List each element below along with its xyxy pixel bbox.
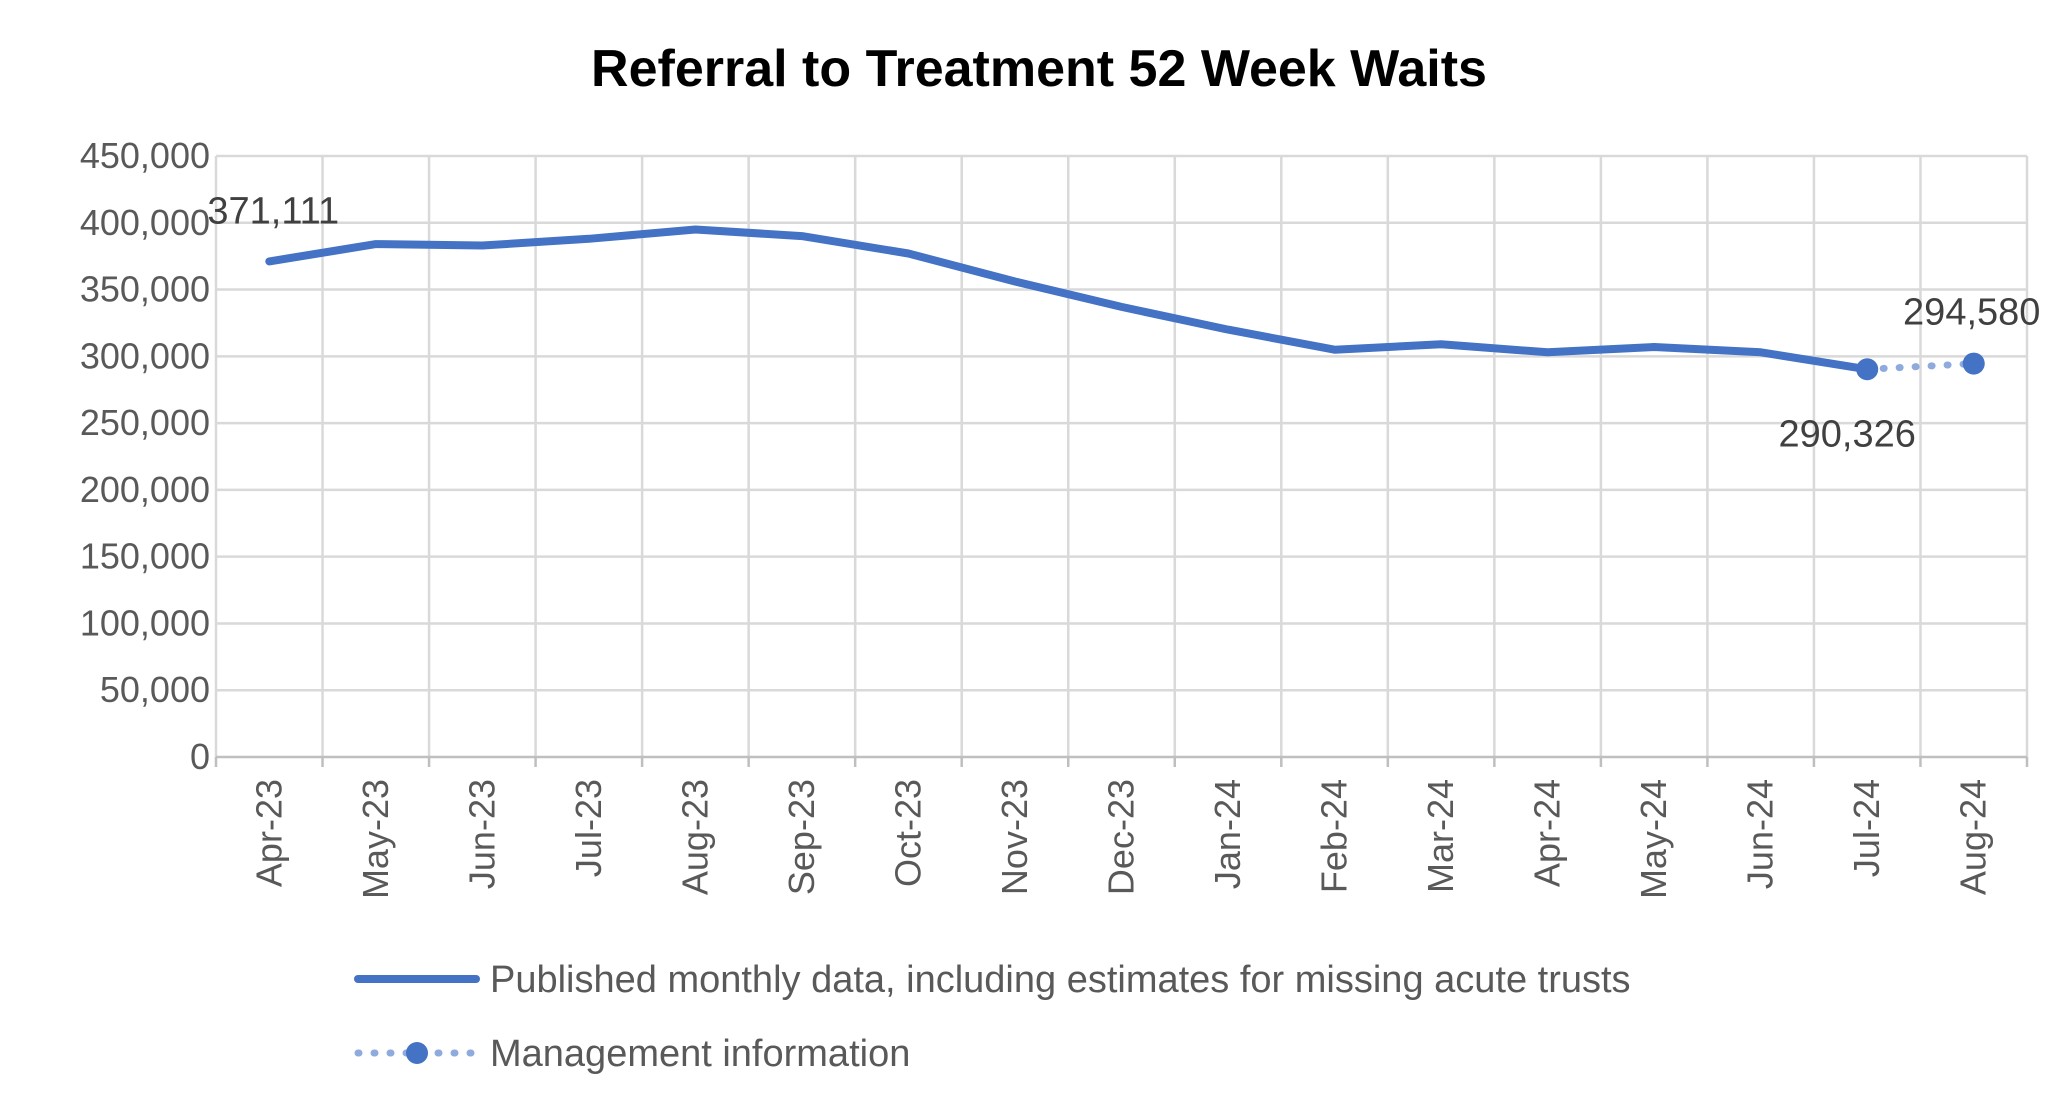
- legend-label-management: Management information: [490, 1033, 910, 1075]
- x-tick-label: Jun-24: [1740, 779, 1781, 889]
- x-tick-label: Apr-24: [1527, 779, 1568, 887]
- x-tick-label: Oct-23: [887, 779, 928, 887]
- data-label: 290,326: [1779, 413, 1916, 455]
- y-tick-label: 0: [190, 736, 210, 777]
- data-point-marker: [1856, 358, 1879, 381]
- data-label: 294,580: [1903, 292, 2040, 334]
- x-tick-label: Nov-23: [994, 779, 1035, 895]
- x-tick-label: Jan-24: [1207, 779, 1248, 889]
- x-tick-label: Aug-24: [1953, 779, 1994, 895]
- x-tick-label: May-23: [355, 779, 396, 899]
- chart-title: Referral to Treatment 52 Week Waits: [591, 40, 1487, 98]
- series-markers: [1856, 352, 1985, 381]
- x-tick-label: Jul-24: [1846, 779, 1887, 877]
- series-line-published: [265, 225, 1872, 374]
- y-tick-label: 100,000: [80, 602, 210, 643]
- x-tick-label: Sep-23: [781, 779, 822, 895]
- y-tick-label: 450,000: [80, 135, 210, 176]
- x-tick-label: Apr-23: [248, 779, 289, 887]
- data-labels: 371,111 290,326 294,580: [207, 190, 2040, 455]
- series-line-management: [1863, 360, 1978, 373]
- y-tick-label: 300,000: [80, 335, 210, 376]
- y-tick-label: 350,000: [80, 269, 210, 310]
- x-tick-label: Feb-24: [1314, 779, 1355, 893]
- y-tick-label: 50,000: [100, 669, 210, 710]
- x-tick-label: Jul-23: [568, 779, 609, 877]
- x-tick-label: Aug-23: [674, 779, 715, 895]
- y-tick-label: 400,000: [80, 202, 210, 243]
- series-lines: [265, 225, 1978, 374]
- y-tick-label: 150,000: [80, 536, 210, 577]
- y-tick-label: 200,000: [80, 469, 210, 510]
- legend-label-published: Published monthly data, including estima…: [490, 959, 1631, 1001]
- x-tick-label: Dec-23: [1101, 779, 1142, 895]
- x-tick-label: Jun-23: [461, 779, 502, 889]
- legend: Published monthly data, including estima…: [354, 959, 1631, 1075]
- x-tick-label: May-24: [1633, 779, 1674, 899]
- gridlines: [214, 154, 2029, 757]
- axes: 0 50,000 100,000 150,000 200,000 250,000 300,0…: [80, 135, 2029, 899]
- legend-marker-management: [406, 1042, 428, 1064]
- data-point-marker: [1962, 352, 1985, 375]
- y-tick-label: 250,000: [80, 402, 210, 443]
- data-label: 371,111: [207, 190, 339, 232]
- x-tick-label: Mar-24: [1420, 779, 1461, 893]
